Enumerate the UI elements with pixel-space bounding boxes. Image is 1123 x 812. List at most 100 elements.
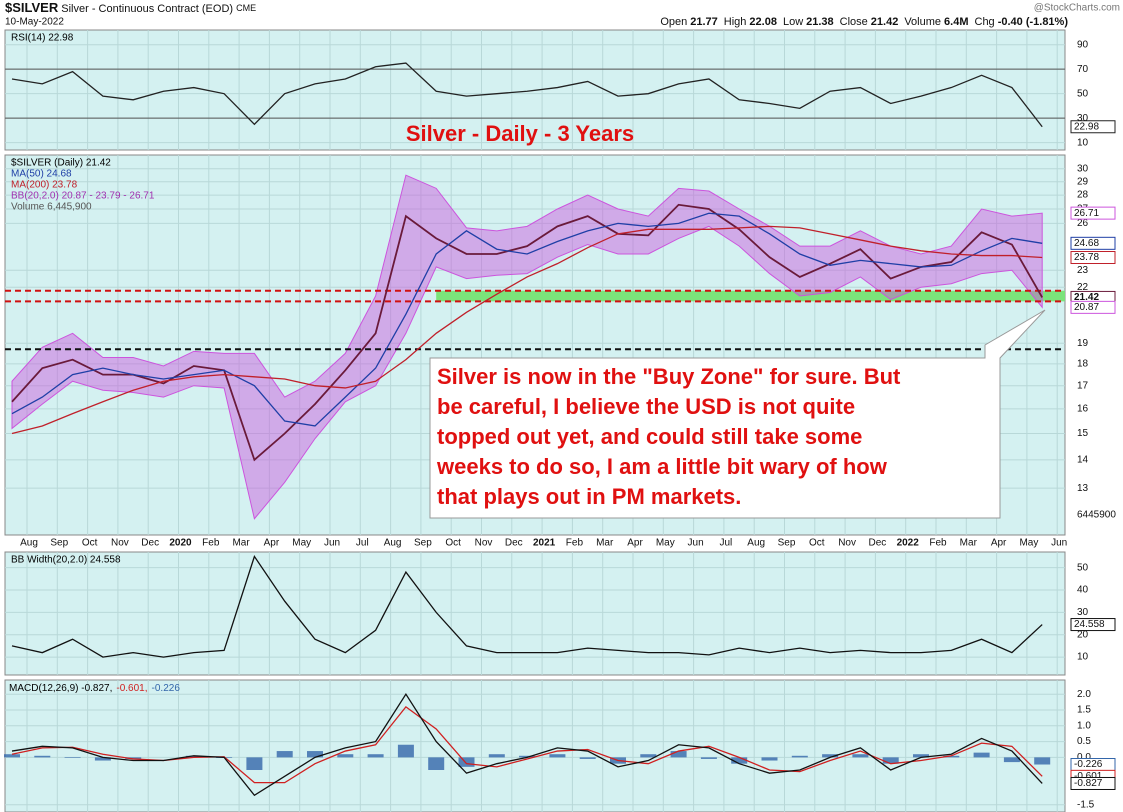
quote-value: 21.42 bbox=[871, 16, 899, 28]
histogram-bar bbox=[640, 754, 657, 758]
x-tick-label: Feb bbox=[929, 538, 947, 549]
last-value: 26.71 bbox=[1074, 208, 1099, 219]
legend-entry: RSI(14) 22.98 bbox=[11, 33, 74, 44]
x-tick-label: May bbox=[1019, 538, 1038, 549]
last-value: 22.98 bbox=[1074, 121, 1099, 132]
y-tick-label: 10 bbox=[1077, 137, 1089, 148]
last-value-label: 24.558 bbox=[1070, 618, 1116, 632]
histogram-bar bbox=[1034, 757, 1051, 765]
quote-label: Volume bbox=[904, 16, 941, 28]
y-tick-label: 15 bbox=[1077, 428, 1089, 439]
callout-text: be careful, I believe the USD is not qui… bbox=[437, 394, 855, 419]
last-value: 20.87 bbox=[1074, 302, 1099, 313]
legend-entry: BB Width(20,2.0) 24.558 bbox=[11, 555, 121, 566]
x-tick-label: Nov bbox=[111, 538, 129, 549]
x-tick-label: Sep bbox=[50, 538, 68, 549]
histogram-bar bbox=[579, 757, 596, 759]
y-tick-label: 23 bbox=[1077, 265, 1089, 276]
histogram-bar bbox=[397, 744, 414, 758]
legend-entry: MACD(12,26,9) -0.827, bbox=[9, 683, 112, 694]
y-tick-label: 0.0 bbox=[1077, 752, 1091, 763]
histogram-bar bbox=[337, 754, 354, 758]
x-tick-label: 2022 bbox=[897, 538, 920, 549]
y-tick-label: 50 bbox=[1077, 88, 1089, 99]
legend-entry: MA(200) 23.78 bbox=[11, 180, 78, 191]
x-tick-label: Nov bbox=[838, 538, 856, 549]
callout-box bbox=[429, 309, 1046, 519]
series-line bbox=[11, 203, 1043, 462]
callout-text: Silver is now in the "Buy Zone" for sure… bbox=[437, 364, 901, 389]
histogram-bar bbox=[94, 757, 111, 761]
last-value-label: -0.226 bbox=[1070, 758, 1116, 772]
histogram-bar bbox=[731, 757, 748, 764]
x-tick-label: Dec bbox=[141, 538, 159, 549]
x-tick-label: Mar bbox=[596, 538, 614, 549]
y-tick-label: 16 bbox=[1077, 404, 1089, 415]
y-tick-label: 1.0 bbox=[1077, 720, 1091, 731]
annotation-title: Silver - Daily - 3 Years bbox=[406, 121, 634, 146]
last-value: -0.827 bbox=[1074, 778, 1103, 789]
histogram-bar bbox=[943, 755, 960, 758]
x-tick-label: Dec bbox=[505, 538, 523, 549]
y-tick-label: 29 bbox=[1077, 176, 1089, 187]
x-tick-label: May bbox=[656, 538, 675, 549]
histogram-bar bbox=[519, 755, 536, 758]
histogram-bar bbox=[1003, 757, 1020, 763]
y-tick-label: 30 bbox=[1077, 113, 1089, 124]
y-tick-label: 90 bbox=[1077, 39, 1089, 50]
legend-entry: BB(20,2.0) 20.87 - 23.79 - 26.71 bbox=[11, 191, 155, 202]
x-tick-label: Oct bbox=[809, 538, 825, 549]
series-line bbox=[11, 225, 1043, 435]
legend-entry: MA(50) 24.68 bbox=[11, 169, 72, 180]
x-tick-label: Jun bbox=[324, 538, 340, 549]
quote-value: 22.08 bbox=[749, 16, 777, 28]
x-tick-label: Oct bbox=[82, 538, 98, 549]
histogram-bar bbox=[791, 755, 808, 758]
y-tick-label: 10 bbox=[1077, 652, 1089, 663]
legend-entry: $SILVER (Daily) 21.42 bbox=[11, 158, 111, 169]
quote-label: Close bbox=[840, 16, 868, 28]
y-tick-label: 50 bbox=[1077, 562, 1089, 573]
last-value: -0.226 bbox=[1074, 759, 1103, 770]
histogram-bar bbox=[913, 754, 929, 758]
panel-background bbox=[4, 679, 1066, 812]
series-line bbox=[11, 555, 1043, 658]
histogram-bar bbox=[34, 755, 51, 758]
y-tick-label: 18 bbox=[1077, 359, 1089, 370]
callout-text: that plays out in PM markets. bbox=[437, 484, 741, 509]
callout-text: weeks to do so, I am a little bit wary o… bbox=[436, 454, 888, 479]
y-tick-label: 26 bbox=[1077, 218, 1089, 229]
y-tick-label: 2.0 bbox=[1077, 689, 1091, 700]
histogram-bar bbox=[185, 755, 202, 758]
x-tick-label: 2020 bbox=[169, 538, 192, 549]
histogram-bar bbox=[458, 757, 475, 767]
quote-value: 6.4M bbox=[944, 16, 968, 28]
quote-label: High bbox=[724, 16, 747, 28]
x-tick-label: Sep bbox=[778, 538, 796, 549]
y-tick-label: 28 bbox=[1077, 190, 1089, 201]
x-tick-label: Jul bbox=[720, 538, 733, 549]
x-tick-label: Oct bbox=[445, 538, 461, 549]
y-tick-label: 30 bbox=[1077, 163, 1089, 174]
quote-value: -0.40 (-1.81%) bbox=[998, 16, 1069, 28]
last-value-box bbox=[1070, 300, 1116, 314]
y-tick-label: -1.5 bbox=[1077, 799, 1095, 810]
last-value-label: 22.98 bbox=[1070, 120, 1116, 134]
symbol: $SILVER bbox=[5, 0, 59, 15]
date: 10-May-2022 bbox=[5, 17, 64, 28]
y-tick-label: 14 bbox=[1077, 455, 1089, 466]
last-value-box bbox=[1070, 251, 1116, 265]
quote-label: Low bbox=[783, 16, 803, 28]
x-tick-label: Aug bbox=[384, 538, 402, 549]
histogram-bar bbox=[64, 757, 81, 758]
y-tick-label: 22 bbox=[1077, 282, 1089, 293]
last-value-label: 24.68 bbox=[1070, 236, 1116, 250]
x-tick-label: May bbox=[292, 538, 311, 549]
histogram-bar bbox=[4, 754, 20, 758]
x-tick-label: Jul bbox=[356, 538, 369, 549]
legend-entry: Volume 6,445,900 bbox=[11, 202, 92, 213]
y-tick-label: 19 bbox=[1077, 338, 1089, 349]
header-line: $SILVER Silver - Continuous Contract (EO… bbox=[5, 0, 256, 15]
quote-label: Open bbox=[660, 16, 687, 28]
